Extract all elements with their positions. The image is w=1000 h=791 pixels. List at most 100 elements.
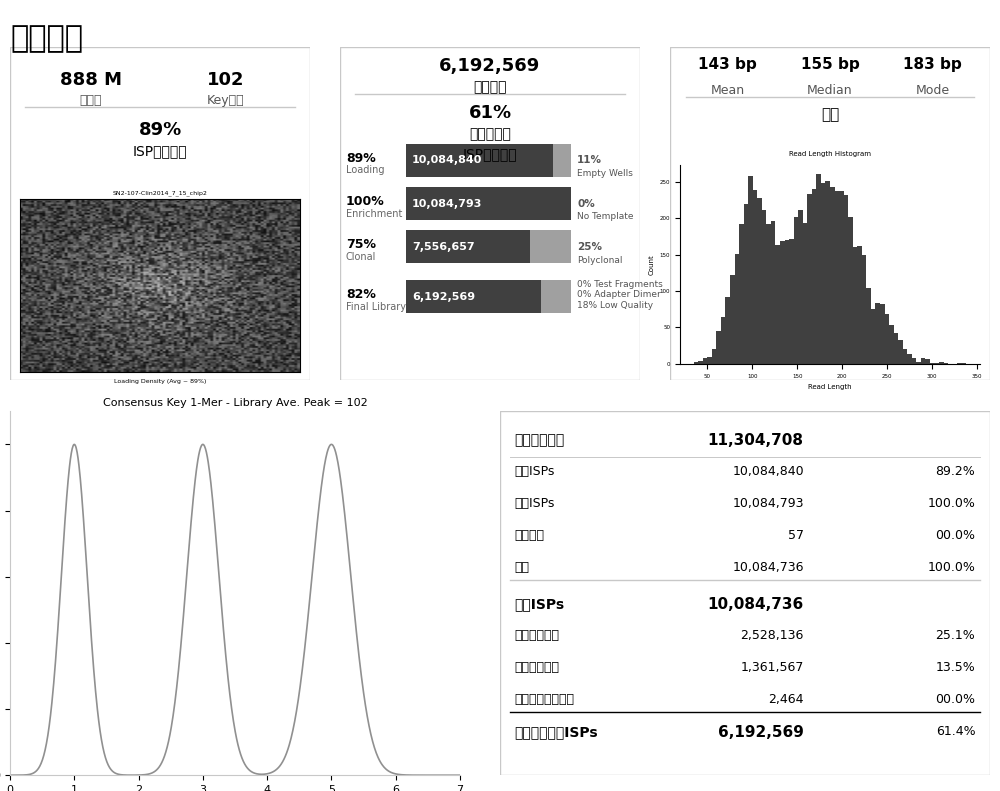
Bar bbox=[889, 324, 894, 364]
Title: Consensus Key 1-Mer - Library Ave. Peak = 102: Consensus Key 1-Mer - Library Ave. Peak … bbox=[103, 398, 367, 408]
Text: 143 bp: 143 bp bbox=[698, 58, 757, 73]
Text: 10,084,793: 10,084,793 bbox=[732, 498, 804, 510]
Text: Mode: Mode bbox=[915, 84, 949, 97]
Bar bbox=[789, 240, 794, 364]
Text: No Template: No Template bbox=[577, 213, 634, 221]
FancyBboxPatch shape bbox=[406, 280, 541, 313]
Bar bbox=[816, 174, 821, 364]
Bar bbox=[825, 181, 830, 364]
Text: 10,084,793: 10,084,793 bbox=[412, 199, 482, 209]
Text: Empty Wells: Empty Wells bbox=[577, 169, 633, 178]
Text: 155 bp: 155 bp bbox=[801, 58, 859, 73]
Text: 总产出: 总产出 bbox=[80, 94, 102, 107]
Bar bbox=[907, 354, 912, 364]
Text: 25.1%: 25.1% bbox=[936, 629, 975, 642]
Text: ISP点样密度: ISP点样密度 bbox=[133, 144, 187, 157]
Text: 6,192,569: 6,192,569 bbox=[412, 292, 475, 301]
Bar bbox=[739, 224, 744, 364]
Text: 6,192,569: 6,192,569 bbox=[439, 58, 541, 75]
Text: Key信号: Key信号 bbox=[207, 94, 245, 107]
Bar bbox=[753, 190, 757, 364]
Bar bbox=[839, 191, 844, 364]
FancyBboxPatch shape bbox=[406, 230, 530, 263]
FancyBboxPatch shape bbox=[500, 411, 990, 775]
Y-axis label: Count: Count bbox=[648, 254, 654, 274]
Bar bbox=[885, 314, 889, 364]
Text: 7,556,657: 7,556,657 bbox=[412, 242, 475, 252]
Bar bbox=[707, 357, 712, 364]
Text: 10,084,736: 10,084,736 bbox=[732, 562, 804, 574]
Text: 10,084,840: 10,084,840 bbox=[732, 465, 804, 479]
Title: Read Length Histogram: Read Length Histogram bbox=[789, 151, 871, 157]
Text: Loading: Loading bbox=[346, 165, 384, 176]
Text: 测试片段: 测试片段 bbox=[515, 529, 545, 542]
Bar bbox=[925, 359, 930, 364]
Bar bbox=[903, 349, 907, 364]
Bar bbox=[835, 191, 839, 364]
Text: Polyclonal: Polyclonal bbox=[577, 255, 622, 264]
Bar bbox=[785, 240, 789, 364]
Bar bbox=[862, 255, 866, 364]
Text: Clonal: Clonal bbox=[346, 252, 376, 262]
Text: 100%: 100% bbox=[346, 195, 385, 208]
Text: 1,361,567: 1,361,567 bbox=[740, 661, 804, 674]
Text: 100.0%: 100.0% bbox=[927, 562, 975, 574]
Text: 100.0%: 100.0% bbox=[927, 498, 975, 510]
FancyBboxPatch shape bbox=[10, 47, 310, 380]
Bar bbox=[857, 246, 862, 364]
Bar bbox=[744, 204, 748, 364]
Text: 读长: 读长 bbox=[821, 108, 839, 123]
Text: Loading Density (Avg ~ 89%): Loading Density (Avg ~ 89%) bbox=[114, 379, 206, 384]
Bar bbox=[757, 198, 762, 364]
Bar bbox=[912, 358, 916, 364]
Text: 11,304,708: 11,304,708 bbox=[708, 433, 804, 448]
Text: 183 bp: 183 bp bbox=[903, 58, 962, 73]
FancyBboxPatch shape bbox=[340, 47, 640, 380]
Text: 有效读取孔数: 有效读取孔数 bbox=[515, 433, 565, 447]
FancyBboxPatch shape bbox=[406, 144, 553, 177]
Bar bbox=[875, 304, 880, 364]
Bar bbox=[898, 340, 903, 364]
Bar bbox=[916, 362, 921, 364]
Text: Enrichment: Enrichment bbox=[346, 209, 402, 218]
Text: 文库ISPs: 文库ISPs bbox=[515, 597, 565, 611]
FancyBboxPatch shape bbox=[406, 187, 571, 220]
Text: Mean: Mean bbox=[711, 84, 745, 97]
Bar bbox=[894, 333, 898, 364]
Text: 10,084,736: 10,084,736 bbox=[708, 597, 804, 612]
Bar bbox=[771, 221, 775, 364]
Text: 00.0%: 00.0% bbox=[935, 529, 975, 542]
Bar bbox=[730, 275, 735, 364]
Text: 可用读取量: 可用读取量 bbox=[469, 127, 511, 141]
Text: 13.5%: 13.5% bbox=[936, 661, 975, 674]
Text: 装载ISPs: 装载ISPs bbox=[515, 465, 555, 479]
Text: Final Library: Final Library bbox=[346, 301, 406, 312]
Bar bbox=[735, 254, 739, 364]
Text: 过滤：多克隆: 过滤：多克隆 bbox=[515, 629, 560, 642]
Bar bbox=[712, 350, 716, 364]
Bar bbox=[775, 244, 780, 364]
Bar bbox=[803, 223, 807, 364]
Text: 2,528,136: 2,528,136 bbox=[740, 629, 804, 642]
Bar bbox=[871, 308, 875, 364]
Text: SN2-107-Clin2014_7_15_chip2: SN2-107-Clin2014_7_15_chip2 bbox=[113, 190, 207, 195]
FancyBboxPatch shape bbox=[670, 47, 990, 380]
Text: 测序小结: 测序小结 bbox=[10, 24, 83, 53]
Bar bbox=[780, 241, 785, 364]
Bar bbox=[866, 288, 871, 364]
Bar bbox=[716, 331, 721, 364]
Text: 最终引物文库ISPs: 最终引物文库ISPs bbox=[515, 725, 598, 739]
Text: Median: Median bbox=[807, 84, 853, 97]
Text: 888 M: 888 M bbox=[60, 70, 122, 89]
Text: 61%: 61% bbox=[468, 104, 512, 122]
Bar bbox=[807, 195, 812, 364]
X-axis label: Read Length: Read Length bbox=[808, 384, 852, 390]
Bar bbox=[766, 224, 771, 364]
Text: 25%: 25% bbox=[577, 242, 602, 252]
FancyBboxPatch shape bbox=[530, 230, 571, 263]
Text: 文库: 文库 bbox=[515, 562, 530, 574]
Bar bbox=[725, 297, 730, 364]
Text: 过滤：引物二聚体: 过滤：引物二聚体 bbox=[515, 693, 575, 706]
Bar bbox=[798, 210, 803, 364]
Text: 102: 102 bbox=[207, 70, 245, 89]
